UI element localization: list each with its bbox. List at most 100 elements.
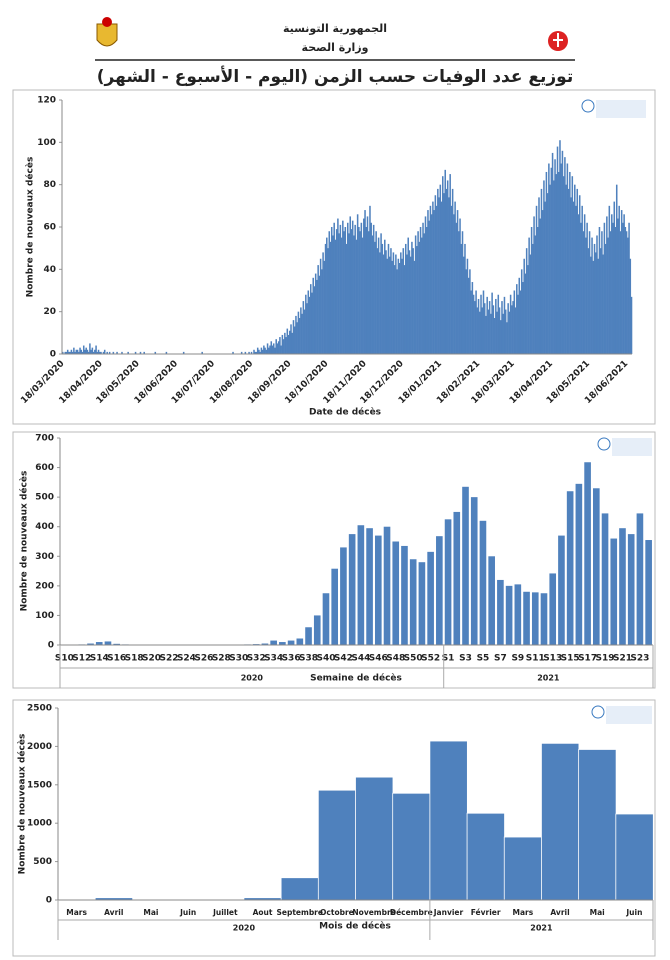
x-tick-label: Mai (143, 908, 158, 917)
y-axis-label: Nombre de nouveaux décès (17, 734, 28, 875)
bar (287, 334, 290, 354)
bar (540, 188, 543, 354)
bar (260, 347, 263, 354)
x-tick-label: S18 (125, 654, 144, 664)
panel (12, 431, 656, 689)
x-tick-label: S13 (543, 654, 562, 664)
bar (370, 222, 372, 354)
bar (85, 347, 87, 354)
bar (601, 231, 603, 354)
bar (382, 254, 385, 354)
bar (512, 301, 514, 354)
bar (96, 351, 99, 354)
panel (12, 699, 656, 957)
bar (343, 231, 345, 354)
bar (285, 337, 287, 354)
bar (554, 159, 556, 354)
bar (474, 301, 476, 354)
bar (280, 877, 320, 901)
bar (390, 248, 392, 354)
bar (79, 347, 81, 354)
bar (421, 237, 423, 354)
x-tick-label: Juillet (212, 908, 238, 917)
bar (453, 511, 461, 645)
bar (358, 227, 360, 354)
bar (333, 222, 335, 354)
bar (524, 273, 527, 354)
bar (444, 519, 452, 645)
bar (471, 282, 474, 354)
bar (482, 290, 485, 354)
bar (361, 237, 364, 354)
bar (326, 237, 328, 354)
bar (265, 349, 268, 354)
bar (430, 214, 433, 354)
bar (623, 214, 625, 354)
bar (608, 205, 611, 354)
bar (253, 349, 255, 354)
bar (82, 345, 85, 354)
bar (525, 248, 528, 354)
bar (384, 239, 386, 354)
bar (513, 290, 516, 354)
bar (602, 254, 604, 354)
bar (274, 347, 276, 354)
bar (481, 307, 484, 354)
bar (397, 258, 400, 354)
bar (604, 243, 607, 354)
x-tick-label: Novembre (352, 908, 395, 917)
bar (562, 176, 565, 354)
bar (458, 231, 460, 354)
bar (508, 311, 511, 354)
bar (291, 332, 294, 354)
x-tick-label: S48 (386, 654, 405, 664)
y-tick-label: 20 (43, 307, 56, 317)
bar (64, 351, 67, 354)
x-tick-label: S50 (404, 654, 423, 664)
bar (612, 222, 614, 354)
x-tick-label: Avril (104, 908, 123, 917)
bar (470, 497, 478, 645)
bar (395, 254, 397, 354)
bar (597, 258, 599, 354)
bar (80, 349, 83, 354)
bar (298, 318, 301, 354)
bar (516, 284, 518, 354)
bar (504, 309, 507, 354)
y-tick-label: 0 (50, 350, 56, 360)
bar (590, 256, 592, 354)
bar (582, 231, 585, 354)
bar (305, 294, 307, 354)
bar (502, 313, 504, 354)
bar (319, 258, 322, 354)
bar (596, 235, 598, 354)
bar (630, 296, 633, 354)
bar (467, 277, 470, 354)
bar (261, 643, 269, 645)
bar (329, 241, 332, 354)
bar (279, 642, 286, 645)
bar (116, 351, 118, 354)
bar (309, 284, 312, 354)
bar (559, 140, 561, 354)
bar (425, 227, 428, 354)
bar (398, 262, 401, 354)
bar (545, 171, 548, 354)
bar (553, 180, 555, 354)
bar (388, 256, 391, 354)
bar (443, 193, 445, 354)
bar (97, 349, 100, 354)
bar (493, 318, 496, 354)
bar (509, 294, 512, 354)
x-tick-label: S46 (369, 654, 388, 664)
bar (460, 243, 463, 354)
y-tick-label: 120 (37, 96, 56, 106)
x-tick-label: S11 (526, 654, 545, 664)
bar (440, 201, 443, 354)
bar (618, 205, 620, 354)
bar (322, 252, 324, 354)
y-tick-label: 500 (33, 857, 52, 867)
bar (437, 188, 439, 354)
bar (469, 269, 471, 354)
y-tick-label: 60 (43, 223, 56, 233)
